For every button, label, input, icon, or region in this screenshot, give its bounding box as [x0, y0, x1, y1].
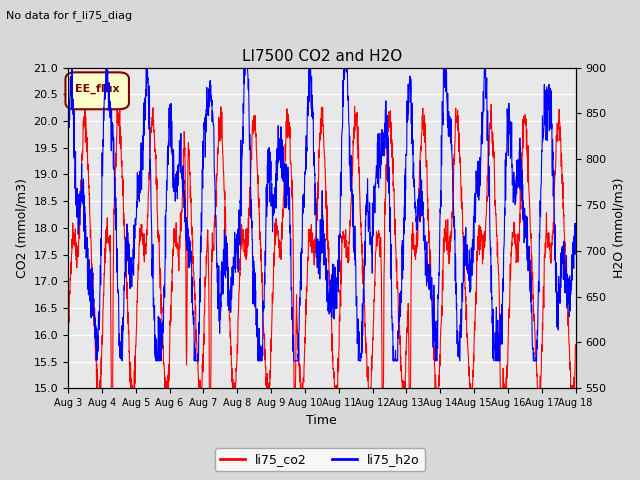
Title: LI7500 CO2 and H2O: LI7500 CO2 and H2O [242, 48, 402, 64]
Y-axis label: H2O (mmol/m3): H2O (mmol/m3) [612, 178, 625, 278]
X-axis label: Time: Time [307, 414, 337, 427]
Text: No data for f_li75_diag: No data for f_li75_diag [6, 10, 132, 21]
Y-axis label: CO2 (mmol/m3): CO2 (mmol/m3) [15, 178, 28, 278]
FancyBboxPatch shape [65, 72, 129, 109]
Legend: li75_co2, li75_h2o: li75_co2, li75_h2o [215, 448, 425, 471]
Text: EE_flux: EE_flux [75, 84, 119, 95]
